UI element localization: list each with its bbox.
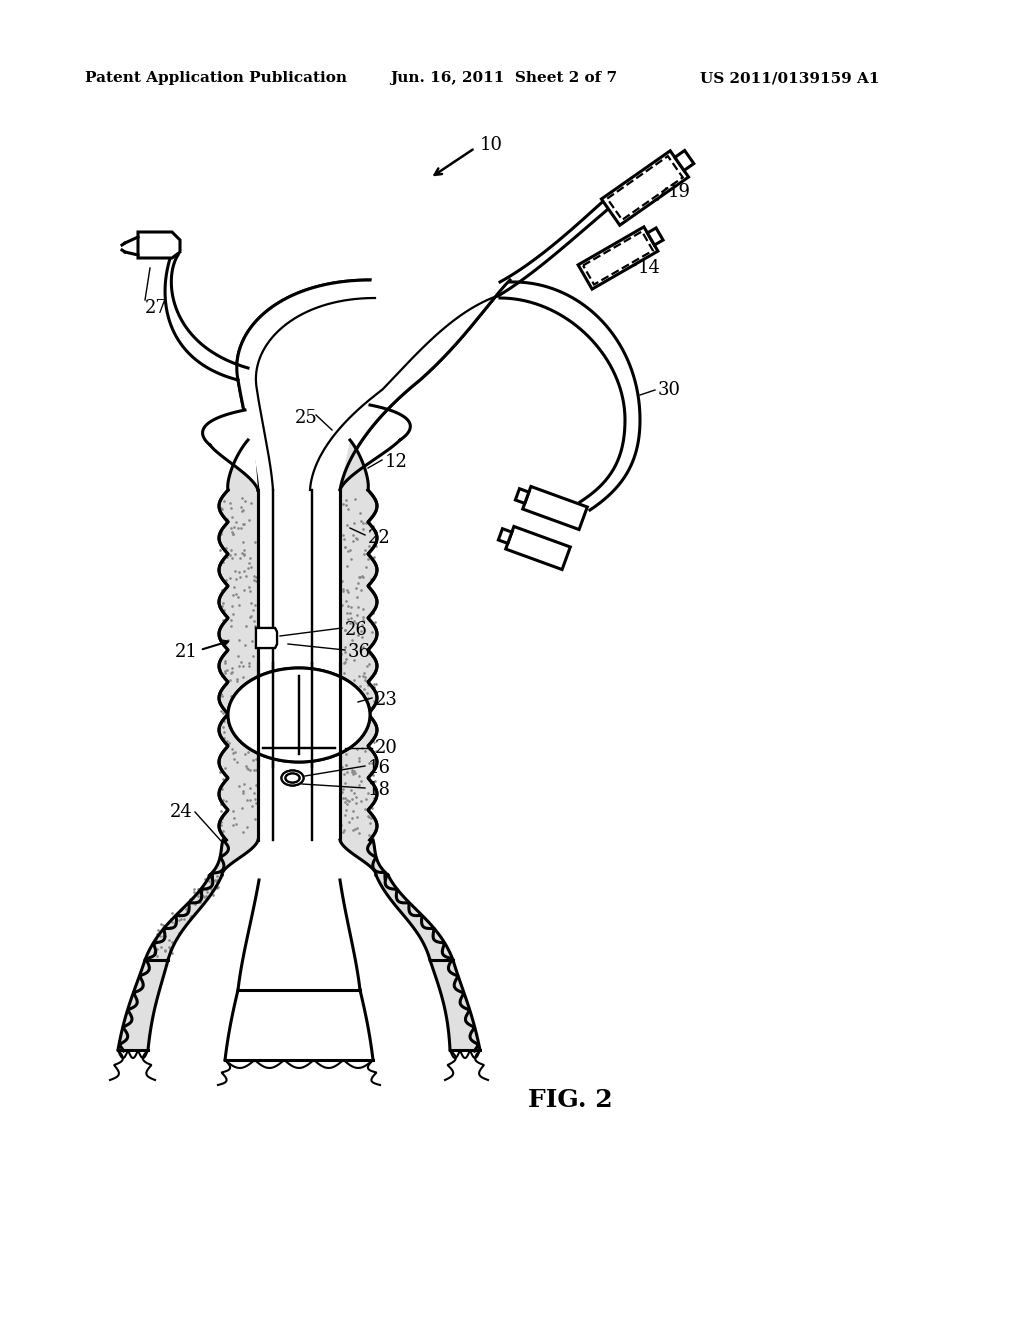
Text: 12: 12 (385, 453, 408, 471)
Polygon shape (583, 231, 653, 285)
Polygon shape (499, 529, 512, 544)
Polygon shape (210, 840, 258, 875)
Text: 22: 22 (368, 529, 391, 546)
Polygon shape (256, 628, 278, 648)
Polygon shape (258, 490, 340, 840)
Text: Jun. 16, 2011  Sheet 2 of 7: Jun. 16, 2011 Sheet 2 of 7 (390, 71, 617, 84)
Polygon shape (118, 960, 168, 1049)
Polygon shape (579, 227, 657, 289)
Polygon shape (227, 440, 258, 490)
Text: 27: 27 (145, 300, 168, 317)
Text: 16: 16 (368, 759, 391, 777)
Text: US 2011/0139159 A1: US 2011/0139159 A1 (700, 71, 880, 84)
Polygon shape (203, 409, 258, 490)
Text: 18: 18 (368, 781, 391, 799)
Polygon shape (498, 195, 610, 296)
Polygon shape (607, 156, 683, 220)
Text: 30: 30 (658, 381, 681, 399)
Polygon shape (237, 280, 510, 490)
Polygon shape (258, 490, 340, 840)
Text: 21: 21 (175, 643, 198, 661)
Polygon shape (601, 150, 688, 226)
Polygon shape (376, 875, 453, 960)
Text: 26: 26 (345, 620, 368, 639)
Text: Patent Application Publication: Patent Application Publication (85, 71, 347, 84)
Polygon shape (165, 246, 248, 380)
Polygon shape (228, 668, 370, 762)
Ellipse shape (282, 771, 303, 785)
Ellipse shape (282, 771, 303, 785)
Polygon shape (647, 228, 664, 246)
Ellipse shape (228, 668, 370, 762)
Polygon shape (675, 150, 694, 170)
Polygon shape (340, 440, 369, 490)
Polygon shape (515, 488, 528, 503)
Ellipse shape (286, 774, 299, 783)
Polygon shape (506, 527, 570, 569)
Polygon shape (219, 490, 258, 840)
Polygon shape (340, 490, 377, 840)
Text: 25: 25 (295, 409, 317, 426)
Polygon shape (340, 840, 388, 875)
Text: 14: 14 (638, 259, 660, 277)
Text: FIG. 2: FIG. 2 (527, 1088, 612, 1111)
Ellipse shape (286, 774, 299, 783)
Text: 10: 10 (480, 136, 503, 154)
Polygon shape (522, 487, 588, 529)
Text: 19: 19 (668, 183, 691, 201)
Text: 24: 24 (170, 803, 193, 821)
Text: 20: 20 (375, 739, 398, 756)
Polygon shape (256, 628, 278, 648)
Text: 23: 23 (375, 690, 398, 709)
Polygon shape (138, 232, 180, 257)
Polygon shape (500, 282, 640, 510)
Polygon shape (145, 875, 222, 960)
Text: 36: 36 (348, 643, 371, 661)
Polygon shape (430, 960, 480, 1049)
